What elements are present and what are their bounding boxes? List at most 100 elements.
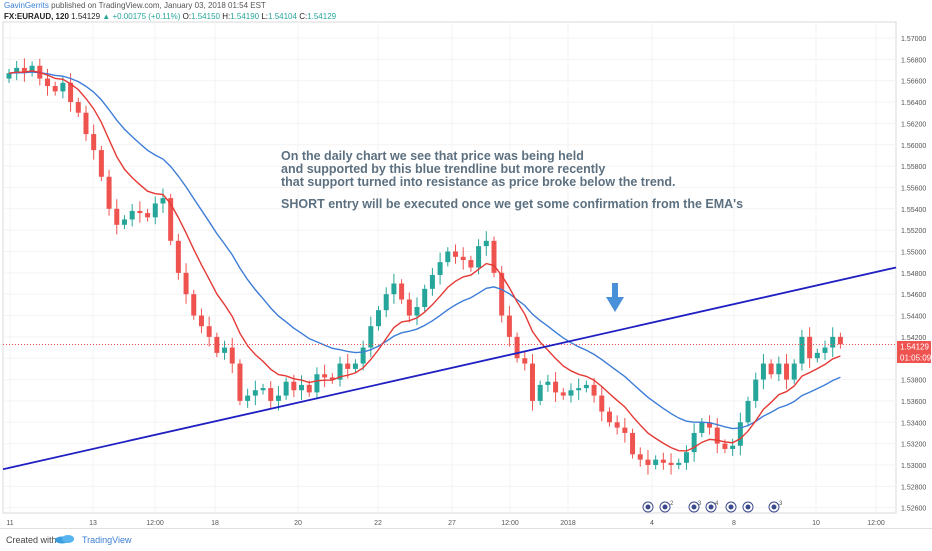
candle-body: [714, 427, 720, 444]
candle-body: [614, 422, 620, 428]
candle-body: [406, 299, 412, 316]
y-tick-label: 1.56000: [901, 143, 926, 150]
y-tick-label: 1.54200: [901, 335, 926, 342]
candle-body: [576, 388, 582, 391]
footer: Created with TradingView: [0, 528, 932, 551]
candle-body: [660, 459, 666, 463]
candle-body: [68, 82, 74, 103]
y-tick-label: 1.55400: [901, 207, 926, 214]
candle-body: [329, 377, 335, 380]
candle-body: [499, 272, 505, 316]
countdown-label: 01:05:09: [900, 354, 932, 363]
candle-body: [760, 363, 766, 380]
y-tick-label: 1.55600: [901, 185, 926, 192]
annotation-line: and supported by this blue trendline but…: [281, 162, 605, 176]
candle-body: [683, 452, 689, 463]
candle-body: [21, 67, 27, 73]
candle-body: [422, 288, 428, 307]
y-tick-label: 1.54800: [901, 271, 926, 278]
candle-body: [730, 445, 736, 449]
grid: [3, 22, 896, 513]
candle-body: [322, 374, 328, 378]
tradingview-brand[interactable]: TradingView: [82, 535, 132, 545]
candle-body: [491, 240, 497, 273]
candle-body: [529, 363, 535, 401]
candle-body: [776, 363, 782, 375]
candle-body: [453, 251, 458, 257]
last-price: 1.54129: [71, 12, 101, 21]
candles: [6, 58, 843, 475]
candle-body: [152, 203, 158, 218]
candle-body: [414, 306, 420, 316]
x-tick-label: 22: [374, 520, 382, 527]
price-change: +0.00175 (+0.11%): [112, 12, 181, 21]
candle-body: [6, 73, 12, 79]
candle-body: [699, 422, 705, 433]
candle-body: [514, 336, 520, 359]
candle-body: [522, 358, 528, 364]
price-tag-label: 1.54129: [900, 343, 929, 352]
candle-body: [129, 210, 135, 220]
candle-body: [91, 134, 97, 151]
event-flag-dot: [745, 504, 751, 510]
y-tick-label: 1.53000: [901, 463, 926, 470]
y-tick-label: 1.52600: [901, 506, 926, 513]
ema-slow-line: [8, 71, 841, 430]
candle-body: [75, 102, 81, 113]
candle-body: [268, 388, 274, 401]
candle-body: [653, 459, 659, 465]
candle-body: [753, 379, 759, 401]
y-tick-label: 1.56200: [901, 121, 926, 128]
event-flag-dot: [771, 504, 777, 510]
x-tick-label: 10: [812, 520, 820, 527]
candle-body: [352, 363, 358, 369]
x-tick-label: 12:00: [501, 520, 519, 527]
candle-body: [737, 422, 743, 446]
candle-body: [83, 112, 89, 135]
x-tick-label: 12:00: [146, 520, 164, 527]
price-chart[interactable]: 1.57000 1.56800 1.56600 1.56400 1.56200 1.560…: [0, 0, 932, 528]
candle-body: [337, 363, 343, 380]
candle-body: [399, 283, 405, 300]
y-tick-label: 1.57000: [901, 36, 926, 43]
trendline[interactable]: [2, 266, 897, 471]
candle-body: [645, 459, 651, 465]
down-arrow-icon[interactable]: [606, 283, 624, 312]
symbol-name[interactable]: FX:EURAUD, 120: [4, 12, 69, 21]
candle-body: [98, 150, 104, 177]
economic-events: 2 3 4 3: [642, 501, 783, 513]
candle-body: [245, 395, 251, 401]
low-label: L:: [261, 12, 269, 21]
candle-body: [830, 336, 836, 348]
candle-body: [29, 65, 35, 73]
candle-body: [537, 384, 543, 401]
close-label: C:: [299, 12, 308, 21]
x-tick-label: 18: [211, 520, 219, 527]
event-flag-dot: [728, 504, 734, 510]
candle-body: [121, 219, 127, 225]
symbol-bar: FX:EURAUD, 120 1.54129 ▲ +0.00175 (+0.11…: [4, 12, 336, 21]
candle-body: [291, 381, 297, 391]
annotation-line: SHORT entry will be executed once we get…: [281, 197, 743, 211]
author-link[interactable]: GavinGerrits: [4, 1, 49, 10]
open-value: 1.54150: [191, 12, 220, 21]
candle-body: [206, 326, 212, 337]
candle-body: [668, 462, 674, 465]
candle-body: [137, 210, 143, 214]
open-label: O:: [182, 12, 192, 21]
candle-body: [707, 422, 713, 428]
candle-body: [275, 395, 281, 401]
annotation-line: that support turned into resistance as p…: [281, 175, 676, 189]
candle-body: [691, 432, 697, 453]
event-flag-dot: [708, 504, 714, 510]
price-axis[interactable]: 1.57000 1.56800 1.56600 1.56400 1.56200 1.560…: [901, 36, 926, 513]
candle-body: [799, 336, 805, 364]
x-tick-label: 8: [732, 520, 736, 527]
y-tick-label: 1.52800: [901, 484, 926, 491]
time-axis[interactable]: 11 13 12:00 18 20 22 27 12:00 2018 4 8 10 12:00: [6, 520, 884, 527]
candle-body: [468, 260, 474, 268]
annotation-text[interactable]: On the daily chart we see that price was…: [281, 149, 743, 211]
candle-body: [391, 283, 397, 295]
event-count: 2: [670, 501, 674, 507]
